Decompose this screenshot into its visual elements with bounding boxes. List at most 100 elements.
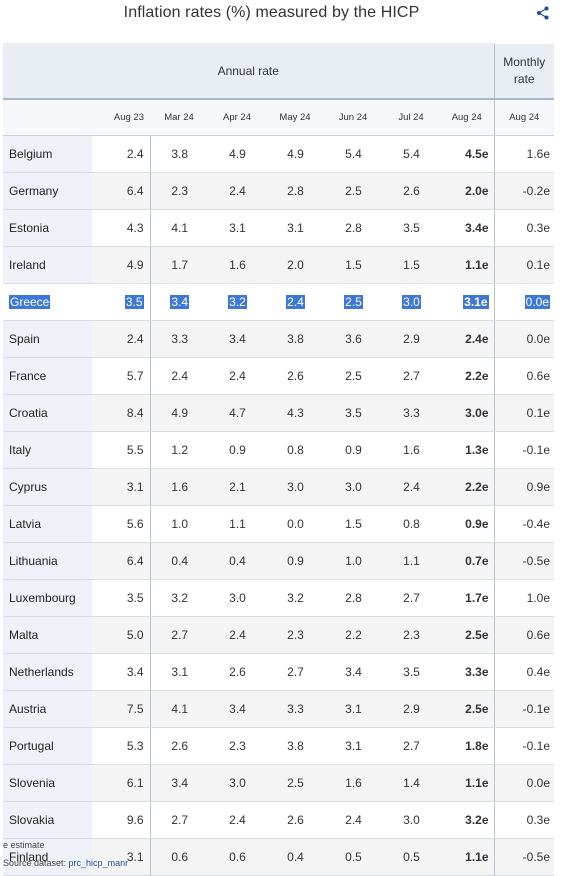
country-name: Croatia [9,406,48,420]
value-cell: 1.6 [324,764,382,802]
column-header: Jun 24 [324,98,382,136]
value-cell: 3.4 [208,690,266,728]
value-cell: 0.6e [493,357,555,395]
value-cell: 4.1 [150,690,208,728]
annual-rate-header: Annual rate [3,43,495,99]
hicp-table-container: Annual rate Monthly rate Aug 23 Mar 24 A… [3,43,555,876]
value-text: -0.2e [522,184,551,198]
country-column-header [3,98,92,136]
value-cell: 4.9 [208,135,266,173]
value-text: 4.9 [126,258,144,272]
country-name: Slovenia [9,776,56,790]
value-cell: 3.1 [92,838,151,876]
value-cell: 3.3 [266,690,324,728]
value-text: 8.4 [126,406,144,420]
value-text: 1.4 [403,776,420,790]
value-text: 0.6 [229,850,246,864]
value-cell: 1.2 [150,431,208,469]
value-text: 2.3 [287,628,304,642]
country-cell: Italy [3,431,92,469]
value-text: 2.4 [229,813,246,827]
value-text: 3.5 [345,406,362,420]
table-row: Slovenia 6.1 3.4 3.0 2.5 1.6 1.4 1.1e 0.0e [3,764,555,802]
country-cell: Croatia [3,394,92,432]
header-row-groups: Annual rate Monthly rate [3,43,555,99]
value-text: 0.5 [345,850,362,864]
value-cell: 4.3 [92,209,151,247]
value-text: 2.4 [286,295,305,309]
value-text: 4.9 [229,147,246,161]
value-cell: 1.6e [493,135,555,173]
value-text: 2.1 [229,480,246,494]
value-text: 2.6 [229,665,246,679]
value-text: 3.0 [345,480,362,494]
value-text: 3.3e [465,665,489,679]
value-text: 0.6 [171,850,189,864]
value-text: 3.0 [402,295,421,309]
value-text: 3.0e [465,406,489,420]
value-cell: 6.4 [92,172,151,210]
value-text: 3.0 [229,776,246,790]
value-cell: 1.1e [440,764,495,802]
country-name: Luxembourg [9,591,76,605]
value-text: 2.6 [287,813,304,827]
value-text: 4.1 [171,221,189,235]
value-text: 1.5 [403,258,420,272]
value-cell: 2.4 [92,320,151,358]
value-cell: 3.4 [150,283,208,321]
value-cell: 1.4 [382,764,440,802]
value-cell: 1.0e [493,579,555,617]
value-text: 0.3e [526,221,551,235]
country-name: France [9,369,47,383]
value-text: 2.6 [287,369,304,383]
value-text: 0.9 [287,554,304,568]
value-text: 3.4 [345,665,362,679]
value-text: 3.2 [287,591,304,605]
value-text: 3.1 [345,702,362,716]
table-title: Inflation rates (%) measured by the HICP [123,4,420,21]
value-cell: 3.5 [324,394,382,432]
value-text: 3.5 [403,665,420,679]
value-text: 2.0e [465,184,489,198]
value-cell: -0.1e [493,690,555,728]
source-dataset-link[interactable]: prc_hicp_manr [68,858,129,868]
value-cell: 3.4 [150,764,208,802]
value-cell: 0.0e [493,283,555,321]
value-cell: 0.6 [208,838,266,876]
value-text: 0.3e [526,813,551,827]
value-cell: 2.5 [266,764,324,802]
country-cell: Ireland [3,246,92,284]
value-text: 6.4 [126,554,144,568]
value-text: 0.9 [345,443,362,457]
value-text: 2.8 [287,184,304,198]
value-text: 4.1 [171,702,189,716]
value-cell: 5.4 [382,135,440,173]
value-text: 0.9 [229,443,246,457]
value-text: 0.0e [526,332,551,346]
value-text: 2.5 [345,184,362,198]
table-row: Latvia 5.6 1.0 1.1 0.0 1.5 0.8 0.9e -0.4e [3,505,555,543]
value-cell: 3.4e [440,209,495,247]
value-text: 3.2 [171,591,189,605]
source-line: Source dataset: prc_hicp_manr [3,858,128,868]
value-text: 2.3 [229,739,246,753]
column-header: Aug 23 [92,98,150,136]
value-text: 0.8 [403,517,420,531]
value-cell: 4.5e [440,135,495,173]
value-cell: 0.0 [266,505,324,543]
value-cell: 2.4 [92,135,151,173]
value-cell: 3.4 [92,653,151,691]
value-cell: 3.5 [92,579,151,617]
value-text: 2.4 [345,813,362,827]
value-text: 0.7e [465,554,489,568]
value-text: 3.1 [171,665,189,679]
value-cell: 5.6 [92,505,151,543]
value-cell: 2.8 [266,172,324,210]
value-cell: 1.7e [440,579,495,617]
header-row-months: Aug 23 Mar 24 Apr 24 May 24 Jun 24 Jul 2… [3,98,555,136]
monthly-rate-header: Monthly rate [493,43,555,99]
value-text: 0.6e [526,369,551,383]
value-text: 2.7 [403,591,420,605]
share-icon[interactable] [535,5,551,21]
value-cell: 2.4 [208,616,266,654]
